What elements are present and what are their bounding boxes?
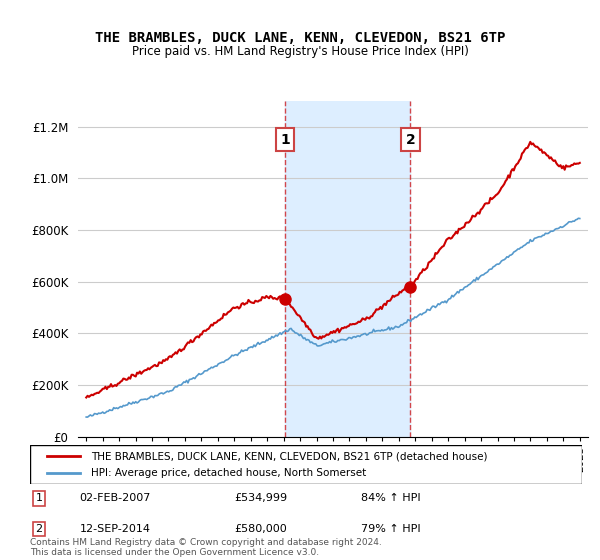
FancyBboxPatch shape [30,445,582,484]
Text: 79% ↑ HPI: 79% ↑ HPI [361,524,421,534]
Bar [285,101,410,437]
Text: 12-SEP-2014: 12-SEP-2014 [80,524,151,534]
Text: 02-FEB-2007: 02-FEB-2007 [80,493,151,503]
Text: £534,999: £534,999 [234,493,287,503]
Text: Contains HM Land Registry data © Crown copyright and database right 2024.
This d: Contains HM Land Registry data © Crown c… [30,538,382,557]
Text: 84% ↑ HPI: 84% ↑ HPI [361,493,421,503]
Text: 1: 1 [35,493,43,503]
Text: 2: 2 [406,133,415,147]
Text: Price paid vs. HM Land Registry's House Price Index (HPI): Price paid vs. HM Land Registry's House … [131,45,469,58]
Text: £580,000: £580,000 [234,524,287,534]
Text: 2: 2 [35,524,43,534]
Text: THE BRAMBLES, DUCK LANE, KENN, CLEVEDON, BS21 6TP (detached house): THE BRAMBLES, DUCK LANE, KENN, CLEVEDON,… [91,451,487,461]
Text: THE BRAMBLES, DUCK LANE, KENN, CLEVEDON, BS21 6TP: THE BRAMBLES, DUCK LANE, KENN, CLEVEDON,… [95,31,505,45]
Text: 1: 1 [280,133,290,147]
Text: HPI: Average price, detached house, North Somerset: HPI: Average price, detached house, Nort… [91,468,366,478]
